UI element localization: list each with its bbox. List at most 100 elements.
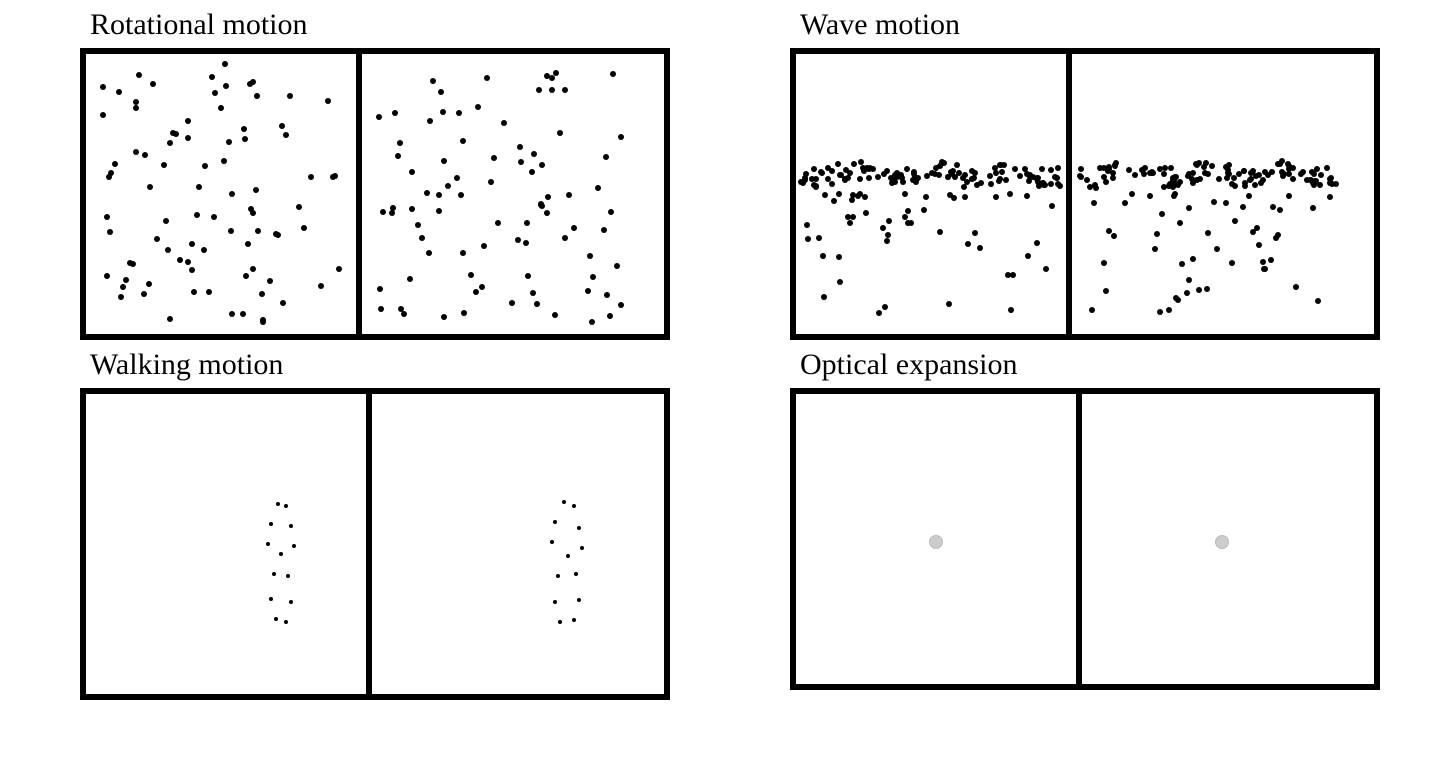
dot — [863, 210, 869, 216]
dot — [1043, 266, 1049, 272]
dot — [1166, 307, 1172, 313]
dot — [1298, 171, 1304, 177]
dot — [242, 136, 248, 142]
dot — [279, 123, 285, 129]
dot — [133, 149, 139, 155]
dot — [1254, 225, 1260, 231]
dot — [885, 232, 891, 238]
dot — [276, 502, 280, 506]
dot — [104, 273, 110, 279]
dot — [1150, 170, 1156, 176]
dot — [965, 241, 971, 247]
rotational-pair — [80, 48, 670, 340]
dot — [1214, 246, 1220, 252]
dot — [1204, 286, 1210, 292]
dot — [142, 152, 148, 158]
dot — [427, 118, 433, 124]
walking-group: Walking motion — [80, 348, 670, 700]
dot — [1277, 207, 1283, 213]
dot — [1205, 230, 1211, 236]
dot — [100, 84, 106, 90]
dot — [1184, 290, 1190, 296]
dot — [118, 294, 124, 300]
dot — [549, 87, 555, 93]
dot — [860, 165, 866, 171]
dot — [1126, 167, 1132, 173]
dot — [524, 220, 530, 226]
dot — [590, 274, 596, 280]
dot — [1087, 184, 1093, 190]
dot — [120, 284, 126, 290]
dot — [445, 183, 451, 189]
dot — [884, 238, 890, 244]
dot — [1103, 288, 1109, 294]
dot — [587, 253, 593, 259]
dot — [1041, 182, 1047, 188]
dot — [875, 174, 881, 180]
dot — [549, 75, 555, 81]
dot — [284, 620, 288, 624]
dot — [279, 552, 283, 556]
dot — [618, 302, 624, 308]
dot — [441, 314, 447, 320]
dot — [112, 161, 118, 167]
dot — [829, 168, 835, 174]
dot — [409, 169, 415, 175]
dot — [1177, 220, 1183, 226]
dot — [538, 201, 544, 207]
dot — [977, 245, 983, 251]
dot — [1093, 185, 1099, 191]
dot — [289, 600, 293, 604]
dot — [436, 192, 442, 198]
dot — [571, 225, 577, 231]
dot — [529, 169, 535, 175]
dot — [1025, 253, 1031, 259]
dot — [851, 161, 857, 167]
dot — [167, 140, 173, 146]
dot — [484, 75, 490, 81]
dot — [1190, 170, 1196, 176]
dot — [880, 225, 886, 231]
dot — [553, 520, 557, 524]
dot — [525, 273, 531, 279]
dot — [831, 198, 837, 204]
dot — [929, 535, 943, 549]
dot — [850, 214, 856, 220]
dot — [201, 247, 207, 253]
dot — [240, 311, 246, 317]
dot — [1190, 256, 1196, 262]
dot — [604, 292, 610, 298]
dot — [424, 190, 430, 196]
dot — [1186, 205, 1192, 211]
dot — [267, 278, 273, 284]
dot — [189, 241, 195, 247]
dot — [481, 243, 487, 249]
dot — [221, 158, 227, 164]
dot — [468, 272, 474, 278]
dot — [223, 83, 229, 89]
dot — [589, 319, 595, 325]
dot — [876, 310, 882, 316]
dot — [426, 250, 432, 256]
dot — [531, 151, 537, 157]
dot — [972, 230, 978, 236]
rotational-panel-left — [86, 54, 356, 334]
rotational-group: Rotational motion — [80, 8, 670, 340]
dot — [1048, 181, 1054, 187]
dot — [206, 289, 212, 295]
dot — [1157, 309, 1163, 315]
dot — [1215, 535, 1229, 549]
dot — [1229, 260, 1235, 266]
dot — [1252, 182, 1258, 188]
dot — [961, 184, 967, 190]
dot — [1268, 257, 1274, 263]
dot — [836, 191, 842, 197]
dot — [376, 114, 382, 120]
dot — [902, 191, 908, 197]
dot — [308, 174, 314, 180]
dot — [392, 110, 398, 116]
dot — [820, 253, 826, 259]
dot — [269, 597, 273, 601]
dot — [1317, 182, 1323, 188]
dot — [1240, 204, 1246, 210]
